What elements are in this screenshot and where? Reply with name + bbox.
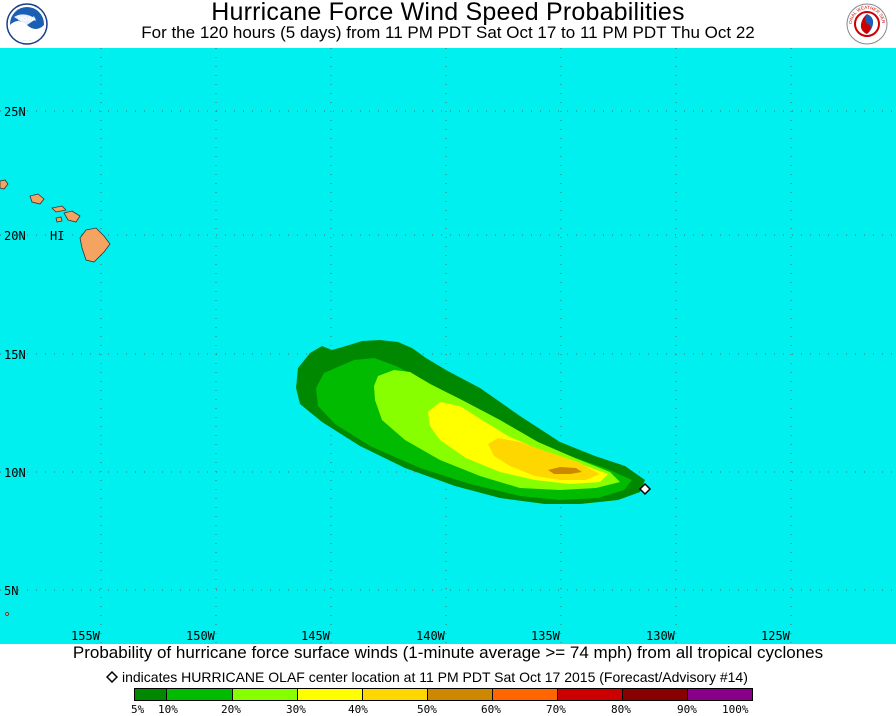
probability-contours (296, 340, 645, 504)
noaa-logo-text: NOAA (18, 17, 36, 23)
legend-swatch-20-30 (232, 688, 298, 701)
storm-center-diamond-icon (638, 482, 652, 496)
legend-label: 70% (546, 703, 566, 716)
noaa-logo-icon: NOAA (6, 3, 48, 45)
lat-label: 5N (4, 584, 18, 598)
ocean-background (0, 48, 896, 644)
contour-50pct (548, 467, 582, 474)
legend-label: 20% (221, 703, 241, 716)
legend-label: 40% (348, 703, 368, 716)
footer-description: Probability of hurricane force surface w… (72, 643, 824, 662)
legend-swatch-10-20 (166, 688, 233, 701)
lat-label: 20N (4, 229, 26, 243)
island-oahu (29, 193, 45, 205)
hawaiian-islands (0, 179, 111, 616)
lon-label: 140W (416, 629, 446, 643)
legend-label: 80% (611, 703, 631, 716)
lon-label: 145W (301, 629, 331, 643)
page-title: Hurricane Force Wind Speed Probabilities (211, 0, 685, 26)
header: NOAA Hurricane Force Wind Speed Probabil… (0, 0, 896, 48)
legend-label: 50% (417, 703, 437, 716)
lon-label: 130W (646, 629, 676, 643)
legend-label: 5% (131, 703, 145, 716)
lon-label: 155W (71, 629, 101, 643)
legend-swatch-50-60 (427, 688, 493, 701)
island-molokai (51, 205, 67, 213)
legend-swatch-70-80 (557, 688, 623, 701)
legend-label: 90% (677, 703, 697, 716)
lat-label: 10N (4, 466, 26, 480)
island-maui (63, 210, 81, 223)
lon-label: 150W (186, 629, 216, 643)
legend-swatch-40-50 (362, 688, 428, 701)
graticule (0, 48, 896, 644)
lon-label: 125W (761, 629, 791, 643)
small-island (5, 612, 9, 616)
lat-label: 15N (4, 348, 26, 362)
legend-swatch-5-10 (134, 688, 167, 701)
lat-label: 25N (4, 105, 26, 119)
lon-label: 135W (531, 629, 561, 643)
storm-center-legend-icon (106, 671, 118, 683)
color-legend: 5% 10% 20% 30% 40% 50% 60% 70% 80% 90% 1… (0, 688, 896, 716)
island-lanai (55, 216, 63, 223)
nws-logo-icon: NATIONAL WEATHER SERVICE (846, 3, 888, 45)
legend-label: 30% (286, 703, 306, 716)
map: HI 25N 20N 15N 10N 5N 155W 150W 145W 140… (0, 48, 896, 644)
legend-label: 60% (481, 703, 501, 716)
storm-note-text: indicates HURRICANE OLAF center location… (122, 669, 748, 685)
legend-swatch-30-40 (297, 688, 363, 701)
page-subtitle: For the 120 hours (5 days) from 11 PM PD… (141, 23, 755, 42)
legend-label: 10% (158, 703, 178, 716)
legend-swatch-60-70 (492, 688, 558, 701)
legend-swatch-90-100 (687, 688, 753, 701)
footer-storm-note: indicates HURRICANE OLAF center location… (106, 667, 748, 687)
legend-swatch-80-90 (622, 688, 688, 701)
island-big-island (79, 227, 111, 263)
legend-label: 100% (722, 703, 749, 716)
island-kauai (0, 179, 9, 190)
label-hi: HI (50, 229, 64, 243)
